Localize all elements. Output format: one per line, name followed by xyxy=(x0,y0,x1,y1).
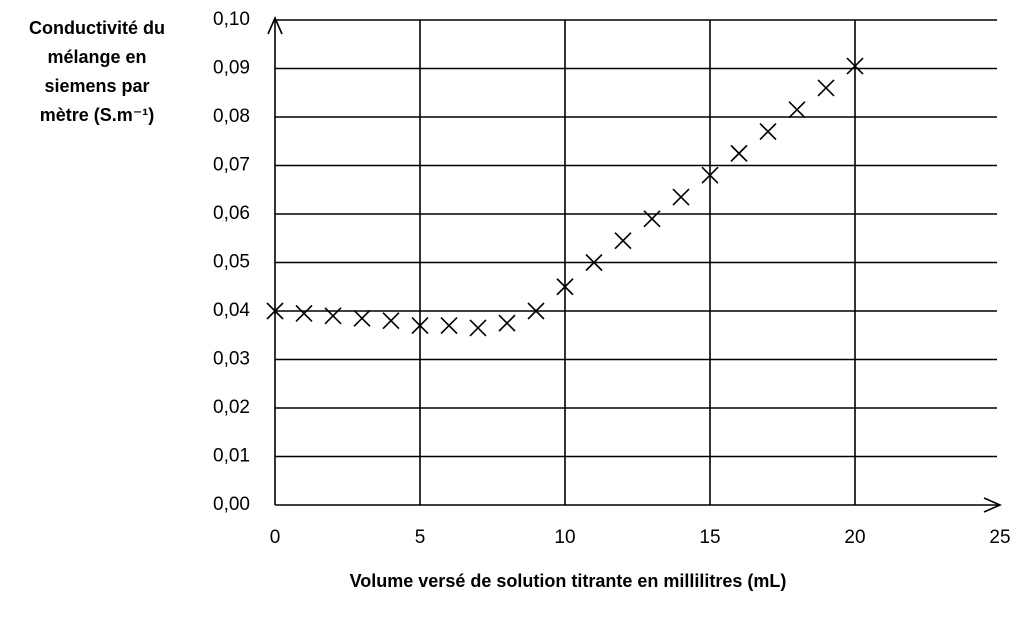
marker-stroke xyxy=(730,144,748,162)
x-tick-label: 15 xyxy=(699,527,720,548)
marker-stroke xyxy=(643,210,661,228)
y-tick-label: 0,04 xyxy=(213,300,250,321)
marker-stroke xyxy=(759,122,777,141)
data-point xyxy=(759,122,777,141)
y-axis-title: Conductivité du xyxy=(29,18,165,38)
data-point xyxy=(469,319,487,337)
marker-stroke xyxy=(672,188,690,206)
y-tick-label: 0,08 xyxy=(213,106,250,127)
y-tick-label: 0,06 xyxy=(213,203,250,224)
marker-stroke xyxy=(498,314,516,332)
data-point xyxy=(846,57,864,75)
data-point xyxy=(585,253,603,272)
y-tick-label: 0,02 xyxy=(213,397,250,418)
data-point xyxy=(672,188,690,206)
data-point xyxy=(730,144,748,162)
data-point xyxy=(788,101,806,119)
data-point xyxy=(817,79,835,97)
data-point xyxy=(701,166,719,184)
y-tick-label: 0,10 xyxy=(213,9,250,30)
y-tick-label: 0,09 xyxy=(213,58,250,79)
marker-stroke xyxy=(701,166,719,184)
marker-stroke xyxy=(469,319,487,337)
marker-stroke xyxy=(614,232,632,250)
x-axis-title: Volume versé de solution titrante en mil… xyxy=(350,571,787,591)
x-tick-label: 20 xyxy=(844,527,865,548)
marker-stroke xyxy=(353,309,371,327)
marker-stroke xyxy=(440,316,458,335)
data-point xyxy=(353,309,371,327)
marker-stroke xyxy=(382,312,400,330)
data-point xyxy=(324,307,342,325)
data-point xyxy=(527,302,545,320)
y-axis-title: mètre (S.m⁻¹) xyxy=(40,105,155,125)
y-tick-label: 0,07 xyxy=(213,155,250,176)
marker-stroke xyxy=(295,304,313,322)
y-tick-label: 0,03 xyxy=(213,349,250,370)
marker-stroke xyxy=(846,57,864,75)
data-point xyxy=(411,316,429,335)
x-tick-label: 25 xyxy=(989,527,1010,548)
marker-stroke xyxy=(527,302,545,320)
y-axis-arrow xyxy=(267,16,283,35)
data-point xyxy=(556,278,574,296)
data-point xyxy=(295,304,313,322)
data-point xyxy=(498,314,516,332)
marker-stroke xyxy=(788,101,806,119)
x-axis-arrow xyxy=(983,497,1002,513)
y-axis-title: mélange en xyxy=(47,47,146,67)
marker-stroke xyxy=(324,307,342,325)
x-tick-label: 0 xyxy=(270,527,281,548)
data-point xyxy=(440,316,458,335)
y-tick-label: 0,00 xyxy=(213,494,250,515)
data-point xyxy=(614,232,632,250)
marker-stroke xyxy=(556,278,574,296)
y-axis-title: siemens par xyxy=(44,76,149,96)
y-tick-label: 0,01 xyxy=(213,446,250,467)
x-tick-label: 5 xyxy=(415,527,426,548)
data-point xyxy=(266,302,284,320)
marker-stroke xyxy=(266,302,284,320)
data-point xyxy=(382,312,400,330)
y-tick-label: 0,05 xyxy=(213,252,250,273)
x-tick-label: 10 xyxy=(554,527,575,548)
marker-stroke xyxy=(411,316,429,335)
marker-stroke xyxy=(817,79,835,97)
marker-stroke xyxy=(585,253,603,272)
data-point xyxy=(643,210,661,228)
